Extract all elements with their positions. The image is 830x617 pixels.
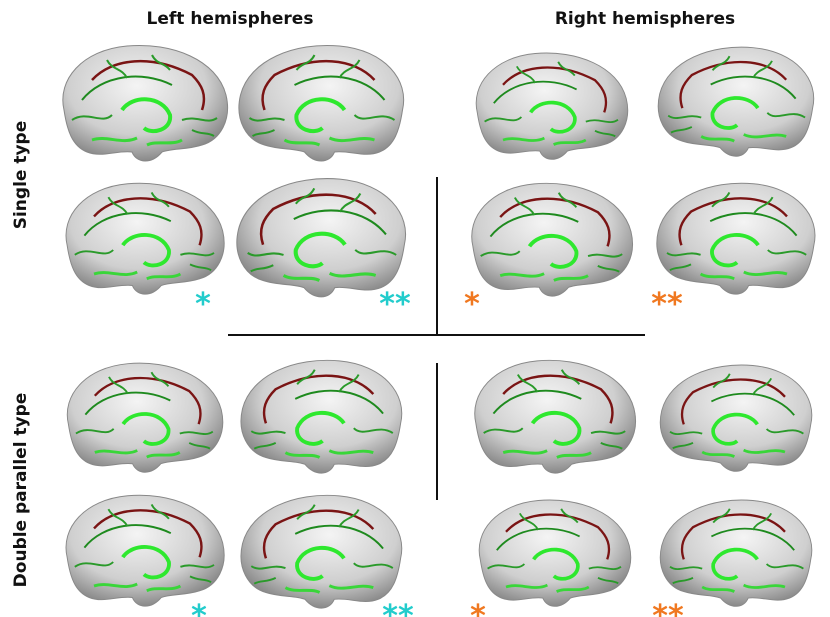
brain (63, 45, 228, 161)
row-label: Double parallel type (11, 393, 31, 588)
marker: * (470, 599, 486, 617)
marker: * (195, 287, 211, 322)
page: Left hemispheres Right hemispheres Singl… (0, 0, 830, 617)
brain-grid (63, 45, 815, 608)
marker: ** (382, 599, 414, 617)
brain (658, 47, 814, 156)
marker: ** (379, 287, 411, 322)
brain (239, 45, 404, 161)
brain (475, 360, 636, 473)
brain (237, 179, 406, 297)
row-label: Single type (11, 121, 31, 230)
brain (476, 53, 628, 159)
brain (67, 363, 223, 472)
column-header: Left hemispheres (147, 9, 314, 29)
marker: * (464, 287, 480, 322)
brain (66, 495, 224, 606)
brain (241, 360, 402, 473)
marker: ** (652, 599, 684, 617)
brain (660, 365, 812, 471)
marker: * (191, 599, 207, 617)
brain (66, 183, 224, 294)
figure: Left hemispheres Right hemispheres Singl… (0, 0, 830, 617)
brain (657, 183, 815, 294)
brain (660, 500, 812, 606)
marker: ** (651, 287, 683, 322)
column-header: Right hemispheres (555, 9, 735, 29)
brain (472, 183, 633, 296)
brain (241, 495, 402, 608)
brain (479, 500, 631, 606)
